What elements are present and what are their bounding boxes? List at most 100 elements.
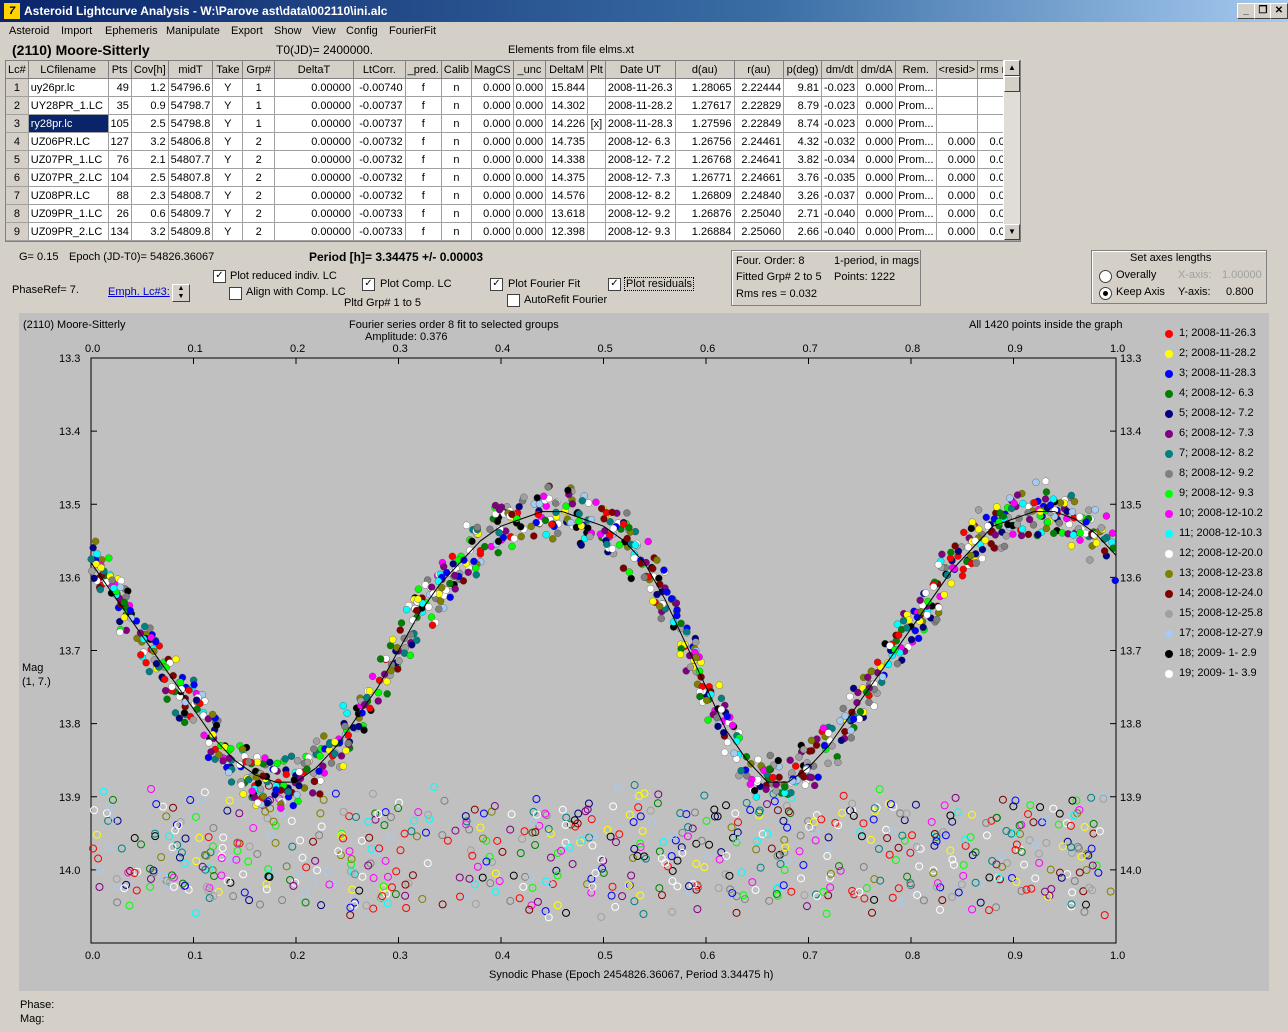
table-cell[interactable]: 76 [108, 150, 132, 169]
table-cell[interactable]: Prom... [895, 114, 937, 133]
menu-config[interactable]: Config [346, 25, 378, 37]
column-header[interactable]: Grp# [242, 61, 276, 79]
table-cell[interactable]: 0.000 [936, 132, 979, 151]
table-cell[interactable]: n [441, 114, 472, 133]
table-cell[interactable]: n [441, 96, 472, 115]
table-cell[interactable]: 2.25060 [734, 222, 785, 241]
table-cell[interactable]: Prom... [895, 222, 937, 241]
table-cell[interactable]: 2.3 [131, 186, 169, 205]
table-cell[interactable]: 2008-11-26.3 [605, 78, 676, 97]
table-cell[interactable]: 0.000 [936, 150, 979, 169]
table-cell[interactable]: 127 [108, 132, 132, 151]
table-cell[interactable]: Prom... [895, 150, 937, 169]
table-cell[interactable]: 2008-11-28.2 [605, 96, 676, 115]
table-cell[interactable]: 1.26771 [675, 168, 735, 187]
table-cell[interactable] [587, 168, 606, 187]
table-cell[interactable]: 0.000 [513, 96, 547, 115]
table-cell[interactable]: -0.023 [821, 78, 859, 97]
menu-import[interactable]: Import [61, 25, 93, 37]
table-cell[interactable]: 0.000 [471, 132, 514, 151]
table-cell[interactable]: Prom... [895, 204, 937, 223]
table-cell[interactable]: -0.040 [821, 204, 859, 223]
table-cell[interactable]: 1 [242, 96, 276, 115]
table-cell[interactable]: 2 [242, 150, 276, 169]
table-cell[interactable]: 0.9 [131, 96, 169, 115]
minimize-button[interactable]: _ [1237, 3, 1255, 19]
row-number[interactable]: 1 [6, 78, 29, 97]
table-cell[interactable]: 2008-12- 9.2 [605, 204, 676, 223]
table-cell[interactable]: -0.00732 [353, 150, 406, 169]
table-cell[interactable] [587, 204, 606, 223]
table-cell[interactable]: 1.26876 [675, 204, 735, 223]
table-cell[interactable]: 1.26884 [675, 222, 735, 241]
table-cell[interactable]: 0.000 [936, 204, 979, 223]
close-button[interactable]: ✕ [1270, 3, 1288, 19]
table-cell[interactable]: Y [212, 186, 244, 205]
table-cell[interactable]: 0.000 [513, 114, 547, 133]
table-cell[interactable]: 2 [242, 204, 276, 223]
align-comp-checkbox[interactable] [229, 287, 242, 300]
table-cell[interactable] [936, 114, 979, 133]
table-cell[interactable]: uy26pr.lc [28, 78, 109, 97]
table-cell[interactable]: 2.24461 [734, 132, 785, 151]
table-cell[interactable]: 2008-11-28.3 [605, 114, 676, 133]
table-cell[interactable]: 0.000 [471, 204, 514, 223]
table-cell[interactable]: UZ09PR_1.LC [28, 204, 109, 223]
table-cell[interactable]: f [405, 204, 442, 223]
table-cell[interactable]: 0.00000 [274, 150, 354, 169]
table-cell[interactable]: 0.000 [471, 150, 514, 169]
row-number[interactable]: 3 [6, 114, 29, 133]
table-cell[interactable]: 0.000 [857, 96, 897, 115]
table-cell[interactable]: f [405, 186, 442, 205]
table-cell[interactable]: n [441, 222, 472, 241]
scroll-down-button[interactable]: ▼ [1004, 224, 1020, 240]
column-header[interactable]: DeltaT [274, 61, 354, 79]
table-cell[interactable]: 2.66 [783, 222, 822, 241]
row-number[interactable]: 5 [6, 150, 29, 169]
table-cell[interactable]: 0.00000 [274, 186, 354, 205]
table-cell[interactable]: 54806.8 [168, 132, 214, 151]
table-cell[interactable]: 88 [108, 186, 132, 205]
table-cell[interactable]: 0.000 [857, 78, 897, 97]
table-cell[interactable]: 14.302 [545, 96, 588, 115]
table-cell[interactable]: 54798.7 [168, 96, 214, 115]
table-cell[interactable]: 2 [242, 168, 276, 187]
table-cell[interactable]: 3.76 [783, 168, 822, 187]
table-cell[interactable]: Y [212, 204, 244, 223]
table-cell[interactable]: Prom... [895, 96, 937, 115]
table-cell[interactable]: 0.000 [513, 204, 547, 223]
row-number[interactable]: 6 [6, 168, 29, 187]
table-cell[interactable]: 0.000 [471, 186, 514, 205]
table-cell[interactable]: Y [212, 132, 244, 151]
table-cell[interactable]: 8.74 [783, 114, 822, 133]
plot-reduced-checkbox[interactable]: ✓ [213, 270, 226, 283]
table-cell[interactable]: 1.26768 [675, 150, 735, 169]
column-header[interactable]: Take [212, 61, 244, 79]
plot-residuals-checkbox[interactable]: ✓ [608, 278, 621, 291]
table-cell[interactable]: 104 [108, 168, 132, 187]
table-cell[interactable] [936, 78, 979, 97]
emph-spinner[interactable]: ▲ ▼ [172, 284, 190, 302]
row-number[interactable]: 2 [6, 96, 29, 115]
table-cell[interactable]: 0.6 [131, 204, 169, 223]
table-cell[interactable]: 1.27596 [675, 114, 735, 133]
table-cell[interactable]: 1.26756 [675, 132, 735, 151]
table-cell[interactable]: ry28pr.lc [28, 114, 109, 133]
column-header[interactable]: r(au) [734, 61, 785, 79]
table-cell[interactable]: -0.023 [821, 114, 859, 133]
table-row[interactable]: 3 ry28pr.lc 105 2.5 54798.8 Y 1 0.00000 -0.00737… [6, 114, 1020, 133]
menu-show[interactable]: Show [274, 25, 302, 37]
table-cell[interactable]: UZ09PR_2.LC [28, 222, 109, 241]
table-cell[interactable]: 0.000 [857, 204, 897, 223]
table-row[interactable]: 7 UZ08PR.LC 88 2.3 54808.7 Y 2 0.00000 -0.00732 f… [6, 186, 1020, 205]
column-header[interactable]: _unc [513, 61, 547, 79]
table-cell[interactable]: n [441, 168, 472, 187]
column-header[interactable]: Calib [441, 61, 472, 79]
table-cell[interactable]: 2.22849 [734, 114, 785, 133]
table-cell[interactable]: 2.5 [131, 114, 169, 133]
table-cell[interactable]: 13.618 [545, 204, 588, 223]
table-cell[interactable]: 14.576 [545, 186, 588, 205]
menu-ephemeris[interactable]: Ephemeris [105, 25, 158, 37]
table-cell[interactable]: 1.26809 [675, 186, 735, 205]
table-cell[interactable]: Prom... [895, 168, 937, 187]
